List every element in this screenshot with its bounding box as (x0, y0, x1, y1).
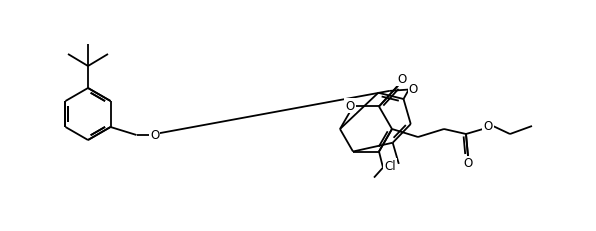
Text: O: O (483, 120, 493, 133)
Text: Cl: Cl (384, 160, 396, 173)
Text: O: O (345, 100, 355, 112)
Text: O: O (398, 73, 406, 86)
Text: O: O (463, 157, 473, 170)
Text: O: O (409, 83, 418, 96)
Text: O: O (150, 129, 159, 142)
